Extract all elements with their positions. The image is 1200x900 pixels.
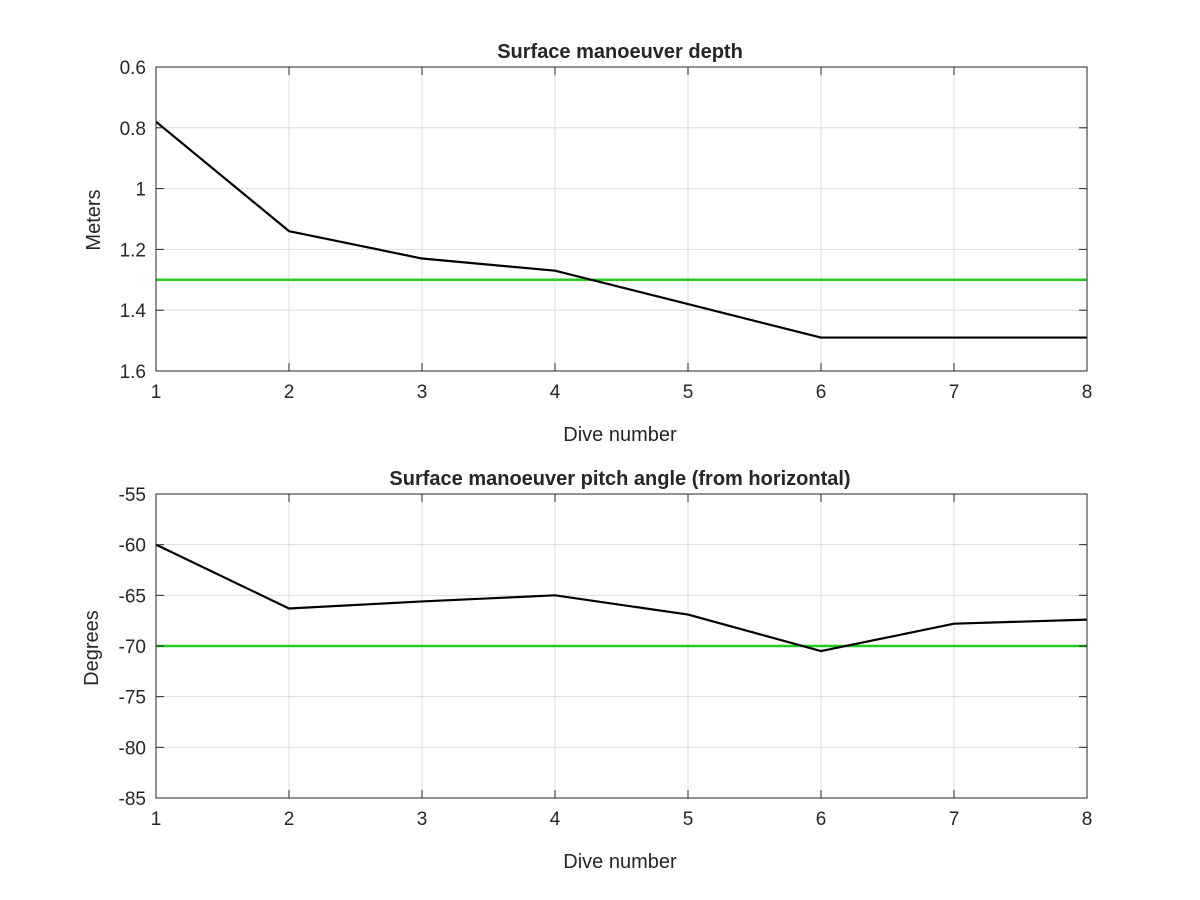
y-tick-label: -70 [119, 637, 146, 658]
x-tick-label: 6 [816, 382, 827, 403]
series [155, 120, 1087, 339]
pitch-subplot: Surface manoeuver pitch angle (from hori… [81, 468, 1092, 873]
x-tick-labels: 1 2 3 4 5 6 7 8 [151, 809, 1093, 830]
y-axis-label: Degrees [81, 610, 103, 686]
y-tick-label: -65 [119, 586, 146, 607]
x-tick-label: 3 [417, 382, 428, 403]
x-tick-label: 6 [816, 809, 827, 830]
x-tick-label: 8 [1082, 382, 1093, 403]
y-tick-label: 0.6 [120, 58, 146, 79]
y-tick-label: -80 [119, 738, 146, 759]
x-tick-label: 7 [949, 809, 960, 830]
y-tick-label: -60 [119, 536, 146, 557]
y-tick-label: -85 [119, 789, 146, 810]
y-axis-label: Meters [83, 189, 105, 250]
x-tick-label: 5 [683, 809, 694, 830]
x-axis-label: Dive number [563, 424, 677, 446]
y-tick-label: 0.8 [120, 119, 146, 140]
axes-frame [155, 66, 1088, 372]
y-tick-labels: -55 -60 -65 -70 -75 -80 -85 [119, 485, 146, 810]
series-line [155, 120, 1087, 339]
x-tick-label: 2 [284, 382, 295, 403]
x-tick-labels: 1 2 3 4 5 6 7 8 [151, 382, 1093, 403]
y-tick-label: 1.2 [120, 240, 146, 261]
series-line [155, 543, 1088, 653]
x-tick-label: 5 [683, 382, 694, 403]
chart-title: Surface manoeuver depth [497, 41, 743, 63]
y-tick-label: -75 [119, 688, 146, 709]
x-tick-label: 1 [151, 382, 162, 403]
x-tick-label: 1 [151, 809, 162, 830]
x-tick-label: 4 [550, 809, 561, 830]
x-tick-label: 7 [949, 382, 960, 403]
tick-marks [155, 66, 1088, 372]
y-tick-label: 1.6 [120, 362, 146, 383]
x-tick-label: 3 [417, 809, 428, 830]
y-tick-label: 1 [135, 180, 146, 201]
depth-subplot: Surface manoeuver depth 1 2 3 4 5 6 7 8 0.6 0.8 1… [83, 41, 1092, 446]
x-tick-label: 2 [284, 809, 295, 830]
x-tick-label: 4 [550, 382, 561, 403]
tick-marks [155, 493, 1088, 799]
y-tick-labels: 0.6 0.8 1 1.2 1.4 1.6 [120, 58, 147, 383]
series [155, 543, 1088, 653]
x-axis-label: Dive number [563, 851, 677, 873]
grid [155, 66, 1088, 372]
x-tick-label: 8 [1082, 809, 1093, 830]
y-tick-label: -55 [119, 485, 146, 506]
chart-title: Surface manoeuver pitch angle (from hori… [389, 468, 850, 490]
y-tick-label: 1.4 [120, 301, 147, 322]
